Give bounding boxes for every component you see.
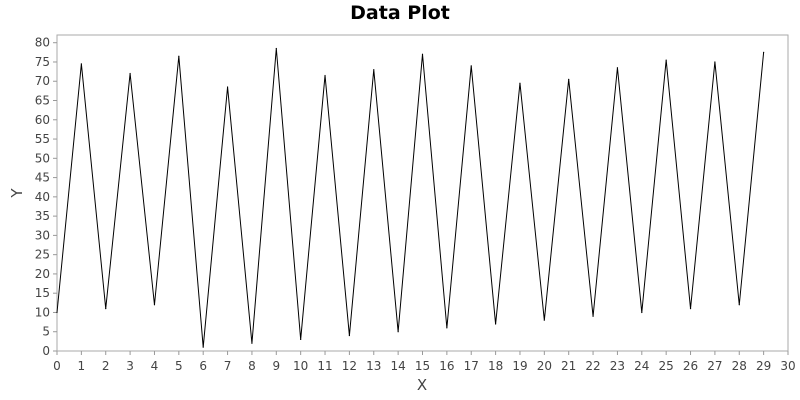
x-tick-label: 2 — [102, 359, 110, 373]
data-point — [275, 47, 277, 50]
y-axis: 0 5 10 15 20 25 30 35 40 45 50 55 60 65 70 75 80 — [35, 36, 57, 358]
data-point — [543, 319, 545, 321]
x-tick-label: 4 — [151, 359, 159, 373]
data-point — [446, 327, 448, 329]
y-tick-label: 5 — [42, 325, 50, 339]
data-point — [80, 63, 82, 65]
y-tick-label: 50 — [35, 151, 50, 165]
x-tick-label: 19 — [512, 359, 527, 373]
plot-frame — [56, 34, 789, 352]
y-tick-label: 45 — [35, 171, 50, 185]
data-point — [616, 67, 619, 69]
data-point — [568, 78, 570, 80]
x-tick-label: 22 — [585, 359, 600, 373]
data-point — [397, 331, 399, 333]
x-tick-label: 29 — [756, 359, 771, 373]
y-tick-label: 25 — [35, 248, 50, 262]
y-tick-label: 70 — [35, 74, 50, 88]
y-tick-label: 80 — [35, 36, 50, 50]
x-tick-label: 30 — [780, 359, 795, 373]
y-tick-label: 55 — [35, 132, 50, 146]
data-point — [421, 53, 424, 55]
x-tick-label: 5 — [175, 359, 183, 373]
x-tick-label: 24 — [634, 359, 649, 373]
x-tick-label: 0 — [53, 359, 61, 373]
x-tick-label: 17 — [464, 359, 479, 373]
x-tick-label: 7 — [224, 359, 232, 373]
x-tick-label: 10 — [293, 359, 308, 373]
y-tick-label: 65 — [35, 94, 50, 108]
data-point — [178, 55, 180, 57]
x-tick-label: 3 — [126, 359, 134, 373]
y-axis-label: Y — [8, 188, 26, 199]
y-tick-label: 40 — [35, 190, 50, 204]
data-point — [714, 61, 716, 63]
x-tick-label: 11 — [317, 359, 332, 373]
data-point — [251, 342, 253, 344]
data-point — [348, 334, 350, 337]
y-tick-label: 15 — [35, 286, 50, 300]
x-tick-label: 6 — [199, 359, 207, 373]
data-point — [763, 51, 765, 53]
chart-title: Data Plot — [350, 2, 450, 24]
x-tick-label: 26 — [683, 359, 698, 373]
data-point — [300, 338, 302, 341]
data-point — [129, 72, 131, 75]
data-point — [153, 304, 156, 306]
x-tick-label: 27 — [707, 359, 722, 373]
x-axis-label: X — [417, 376, 427, 394]
data-point — [105, 308, 107, 310]
x-tick-label: 1 — [78, 359, 86, 373]
data-point — [592, 315, 594, 317]
x-tick-label: 21 — [561, 359, 576, 373]
data-point — [202, 346, 204, 348]
x-tick-label: 9 — [272, 359, 280, 373]
x-tick-label: 14 — [390, 359, 405, 373]
y-tick-label: 20 — [35, 267, 50, 281]
x-tick-label: 20 — [537, 359, 552, 373]
y-tick-label: 75 — [35, 55, 50, 69]
data-point — [738, 304, 740, 306]
x-tick-label: 28 — [732, 359, 747, 373]
x-tick-label: 23 — [610, 359, 625, 373]
x-tick-label: 13 — [366, 359, 381, 373]
x-tick-label: 25 — [659, 359, 674, 373]
data-point — [519, 82, 521, 84]
y-tick-label: 30 — [35, 228, 50, 242]
series-line — [56, 48, 765, 348]
data-point — [373, 69, 375, 71]
x-tick-label: 15 — [415, 359, 430, 373]
data-point — [226, 86, 229, 88]
x-tick-label: 12 — [342, 359, 357, 373]
series-layer — [56, 47, 765, 348]
data-point — [56, 311, 58, 314]
x-axis: 0 1 2 3 4 5 6 7 8 9 10 11 12 13 14 15 16 17 18 19 20 21 22 23 24… — [53, 351, 796, 373]
x-tick-label: 8 — [248, 359, 256, 373]
data-point — [470, 65, 472, 67]
data-point — [641, 311, 643, 314]
data-point — [324, 74, 326, 77]
x-tick-label: 18 — [488, 359, 503, 373]
x-tick-label: 16 — [439, 359, 454, 373]
y-tick-label: 10 — [35, 305, 50, 319]
y-tick-label: 60 — [35, 113, 50, 127]
data-point — [665, 59, 667, 61]
y-tick-label: 0 — [42, 344, 50, 358]
data-point — [689, 308, 692, 310]
data-point — [495, 323, 497, 325]
y-tick-label: 35 — [35, 209, 50, 223]
